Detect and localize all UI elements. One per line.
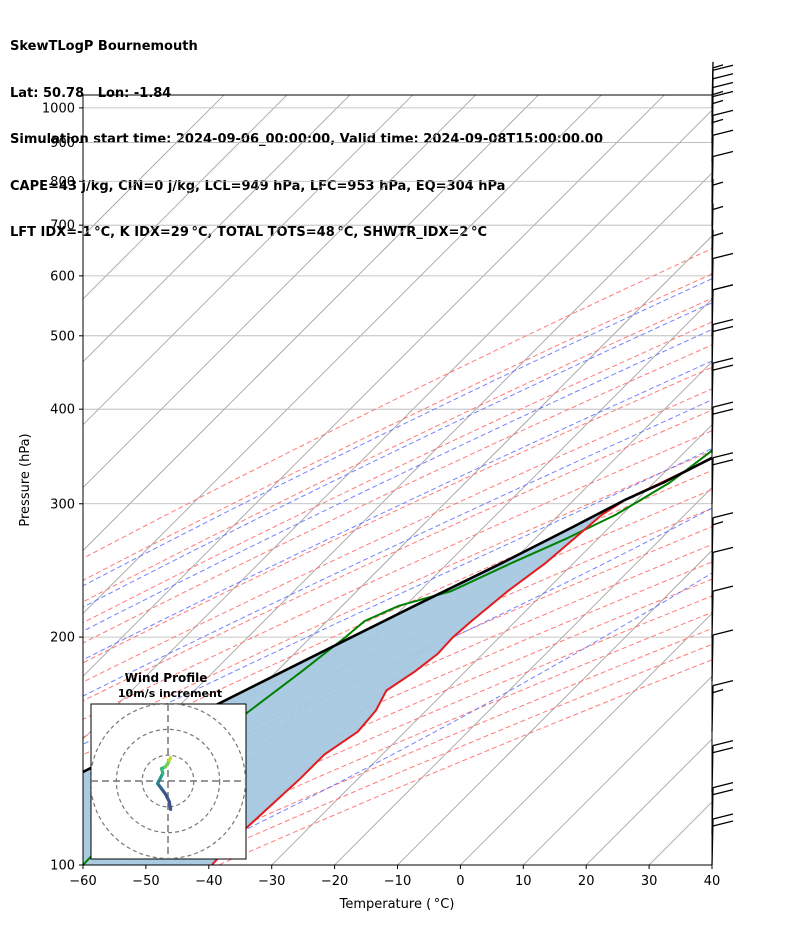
x-tick-label: −50 (132, 874, 159, 889)
dry-adiabat (83, 430, 712, 720)
wind-barb (711, 680, 734, 732)
isotherm-line (83, 95, 351, 363)
y-tick-label: 500 (50, 329, 75, 344)
dry-adiabat (83, 248, 712, 559)
isotherm-line (83, 95, 476, 489)
x-tick-label: 30 (641, 874, 658, 889)
y-tick-label: 800 (50, 175, 75, 190)
isotherm-line (271, 424, 712, 865)
wind-barb (711, 813, 734, 866)
y-tick-label: 300 (50, 497, 75, 512)
x-tick-label: −20 (321, 874, 348, 889)
y-tick-label: 600 (50, 269, 75, 284)
y-tick-label: 1000 (42, 101, 75, 116)
dry-adiabat (83, 273, 712, 581)
hodograph-subtitle: 10m/s increment (118, 687, 222, 700)
isotherm-line (83, 95, 665, 677)
isotherm-line (83, 95, 413, 426)
wind-barb (711, 81, 734, 134)
wind-barb (711, 284, 734, 336)
moist-adiabat (83, 399, 712, 697)
isotherm-line (397, 549, 712, 865)
isotherm-line (334, 487, 712, 865)
wind-barb (711, 252, 734, 305)
y-axis-label: Pressure (hPa) (18, 433, 33, 526)
moist-adiabat (83, 360, 712, 661)
wind-barbs (711, 61, 734, 866)
isotherm-line (460, 612, 712, 865)
hodograph-inset: Wind Profile 10m/s increment (90, 671, 247, 860)
x-tick-label: 40 (704, 874, 721, 889)
wind-barb (711, 150, 734, 203)
isotherm-line (523, 675, 712, 865)
x-tick-label: 0 (456, 874, 464, 889)
wind-barb (711, 64, 734, 117)
x-tick-label: −40 (195, 874, 222, 889)
y-tick-label: 200 (50, 631, 75, 646)
hodograph-title: Wind Profile (125, 671, 208, 685)
moist-adiabat (83, 447, 712, 745)
parcel-line (83, 456, 712, 774)
chart-header: SkewTLogP Bournemouth Lat: 50.78 Lon: -1… (10, 8, 603, 256)
dry-adiabat (83, 543, 712, 822)
wind-barb (711, 229, 724, 276)
wind-barb (711, 512, 734, 564)
x-tick-label: −60 (69, 874, 96, 889)
dry-adiabat (83, 507, 712, 790)
dry-adiabat (83, 388, 712, 683)
x-tick-label: −30 (258, 874, 285, 889)
profile-lines (83, 448, 712, 865)
wind-barb (711, 73, 734, 125)
wind-barb (711, 357, 734, 410)
mixing-ratio-line (758, 95, 794, 276)
isotherm-line (83, 95, 602, 614)
moist-adiabat (83, 278, 712, 587)
header-indices-2: LFT IDX=-1 °C, K IDX=29 °C, TOTAL TOTS=4… (10, 225, 488, 240)
wind-barb (711, 452, 734, 504)
wind-barb (711, 401, 734, 454)
wind-barb (711, 629, 734, 682)
header-location: Lat: 50.78 Lon: -1.84 (10, 85, 172, 101)
x-tick-label: −10 (384, 874, 411, 889)
y-tick-label: 400 (50, 403, 75, 418)
x-axis-label: Temperature ( °C) (339, 897, 455, 912)
wind-barb (711, 179, 724, 226)
x-tick-label: 10 (515, 874, 532, 889)
y-tick-label: 700 (50, 219, 75, 234)
y-tick-label: 100 (50, 859, 75, 874)
y-tick-label: 900 (50, 136, 75, 151)
x-tick-label: 20 (578, 874, 595, 889)
isotherm-line (83, 95, 539, 552)
hodograph-trace (167, 756, 173, 762)
wind-barb (711, 203, 724, 250)
isotherm-line (83, 95, 225, 237)
dry-adiabat (83, 321, 712, 624)
isotherm-line (83, 95, 288, 300)
header-times: Simulation start time: 2024-09-06_00:00:… (10, 132, 603, 147)
header-station: SkewTLogP Bournemouth (10, 39, 198, 54)
wind-barb (711, 585, 734, 638)
dry-adiabat (83, 366, 712, 664)
isotherm-line (83, 109, 712, 740)
